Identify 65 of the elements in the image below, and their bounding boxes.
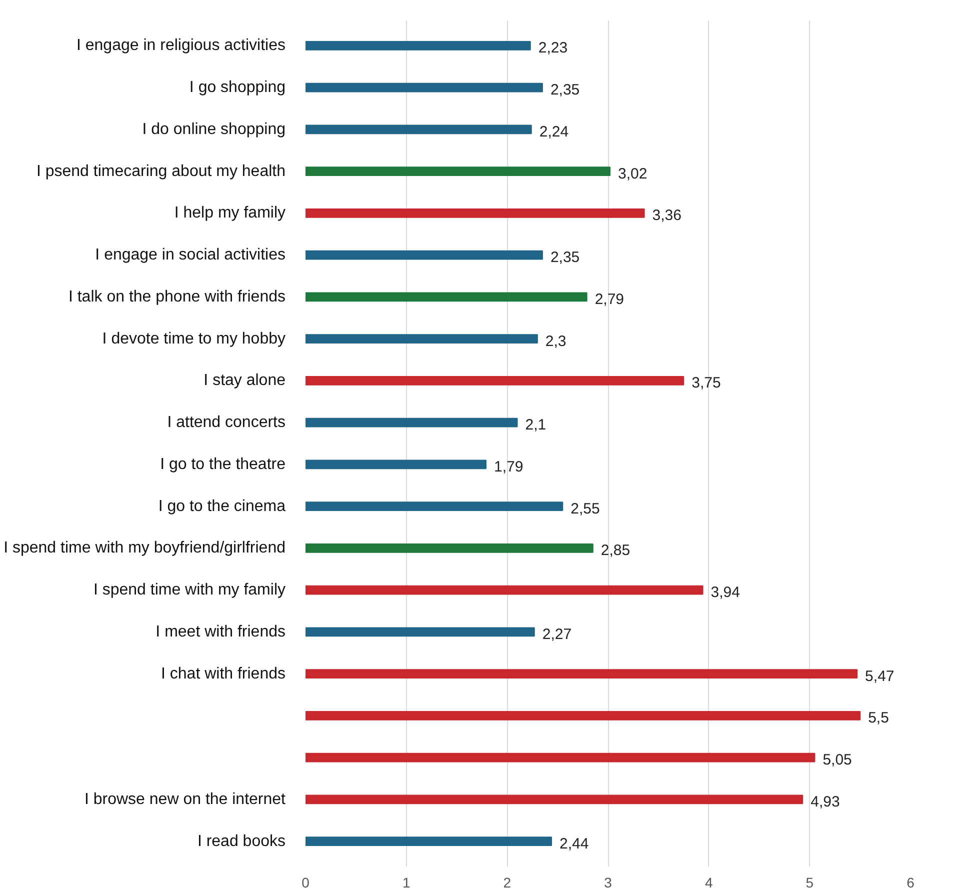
data-label: 5,47: [865, 668, 894, 685]
data-label: 2,44: [560, 835, 589, 852]
bar: [306, 40, 531, 50]
data-label: 2,27: [542, 626, 572, 643]
data-label: 2,55: [570, 500, 600, 518]
data-label: 2,35: [550, 249, 580, 266]
bar: [306, 418, 518, 428]
x-tick-label: 2: [503, 874, 512, 890]
y-tick-label: I attend concerts: [167, 414, 286, 432]
y-tick-label: I go to the theatre: [160, 456, 286, 473]
data-label: 3,02: [618, 165, 648, 182]
bar: [306, 250, 543, 260]
data-label: 2,3: [545, 332, 566, 350]
bar: [306, 166, 611, 176]
y-tick-label: I engage in religious activities: [76, 37, 286, 54]
bar: [306, 836, 552, 846]
data-label: 1,79: [494, 458, 524, 476]
y-tick-label: I chat with friends: [161, 665, 286, 682]
data-label: 3,36: [652, 207, 682, 224]
bar: [306, 627, 535, 637]
bar: [306, 752, 816, 762]
x-tick-label: 6: [906, 874, 915, 890]
data-label: 2,24: [539, 123, 569, 140]
y-tick-label: I talk on the phone with friends: [68, 288, 286, 306]
y-tick-label: I go shopping: [189, 79, 286, 96]
bar: [306, 124, 532, 134]
y-tick-label: I devote time to my hobby: [102, 330, 286, 348]
bar: [306, 544, 594, 553]
bar: [306, 82, 543, 92]
y-tick-label: I spend time with my family: [93, 582, 286, 599]
bar: [306, 292, 588, 302]
data-label: 4,93: [810, 793, 840, 810]
bar: [306, 460, 486, 470]
bar: [306, 376, 684, 386]
x-tick-label: 0: [302, 874, 310, 890]
bar: [306, 669, 858, 679]
x-tick-label: 4: [704, 874, 713, 890]
x-tick-label: 1: [402, 874, 410, 890]
data-label: 2,85: [600, 542, 630, 560]
x-tick-label: 3: [604, 874, 612, 890]
y-tick-label: I help my family: [174, 204, 286, 222]
y-tick-label: I psend timecaring about my health: [36, 162, 286, 180]
bar: [306, 334, 538, 344]
y-tick-label: I stay alone: [204, 372, 286, 390]
y-tick-label: I meet with friends: [156, 623, 286, 640]
y-tick-label: I browse new on the internet: [84, 790, 286, 808]
data-label: 3,75: [692, 374, 721, 392]
data-label: 2,1: [525, 416, 546, 434]
data-label: 2,35: [550, 82, 580, 99]
data-label: 5,5: [868, 710, 889, 727]
data-label: 5,05: [822, 752, 852, 769]
bar: [306, 208, 645, 218]
data-label: 2,79: [594, 290, 624, 308]
data-label: 2,23: [538, 40, 568, 57]
bar: [306, 502, 564, 512]
bar: [306, 794, 804, 804]
y-tick-label: I read books: [197, 832, 286, 850]
bar: [306, 585, 704, 595]
data-label: 3,94: [710, 584, 740, 602]
y-tick-label: I go to the cinema: [158, 498, 286, 515]
y-tick-label: I spend time with my boyfriend/girlfriend: [4, 540, 286, 557]
y-tick-label: I do online shopping: [142, 120, 286, 138]
bar: [306, 711, 861, 720]
y-tick-label: I engage in social activities: [95, 246, 286, 264]
x-tick-label: 5: [806, 874, 814, 890]
